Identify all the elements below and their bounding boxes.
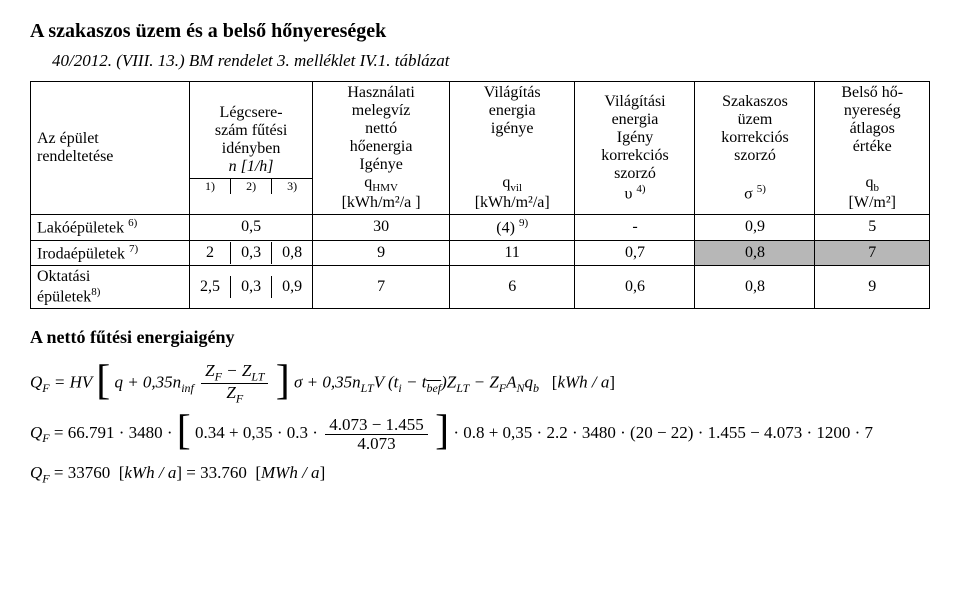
equation-3: QF = 33760 [kWh / a] = 33.760 [MWh / a] bbox=[30, 463, 930, 486]
col4-header: Világítás energia igénye qvil [kWh/m²/a] bbox=[449, 82, 575, 215]
col5-header: Világítási energia Igény korrekciós szor… bbox=[575, 82, 695, 215]
col6-header: Szakaszos üzem korrekciós szorzó σ 5) bbox=[695, 82, 815, 215]
data-table: Az épület rendeltetése Légcsere- szám fű… bbox=[30, 81, 930, 309]
table-row: Irodaépületek 7) 2 0,3 0,8 9 11 0,7 0,8 … bbox=[31, 240, 930, 265]
section-title: A nettó fűtési energiaigény bbox=[30, 327, 930, 348]
col1-header: Az épület rendeltetése bbox=[31, 82, 190, 215]
page-subtitle: 40/2012. (VIII. 13.) BM rendelet 3. mell… bbox=[52, 51, 930, 71]
col2-header: Légcsere- szám fűtési idényben n [1/h] 1… bbox=[189, 82, 312, 215]
table-row: Oktatásiépületek8) 2,5 0,3 0,9 7 6 0,6 0… bbox=[31, 265, 930, 308]
equation-1: QF = HV [ q + 0,35ninf ZF − ZLT ZF ] σ +… bbox=[30, 362, 930, 405]
equation-2: QF = 66.791 · 3480 · [ 0.34 + 0,35 · 0.3… bbox=[30, 415, 930, 453]
table-row: Lakóépületek 6) 0,5 30 (4) 9) - 0,9 5 bbox=[31, 215, 930, 240]
col3-header: Használati melegvíz nettó hőenergia Igén… bbox=[313, 82, 450, 215]
col7-header: Belső hő- nyereség átlagos értéke qb [W/… bbox=[815, 82, 930, 215]
page-title: A szakaszos üzem és a belső hőnyereségek bbox=[30, 20, 930, 43]
